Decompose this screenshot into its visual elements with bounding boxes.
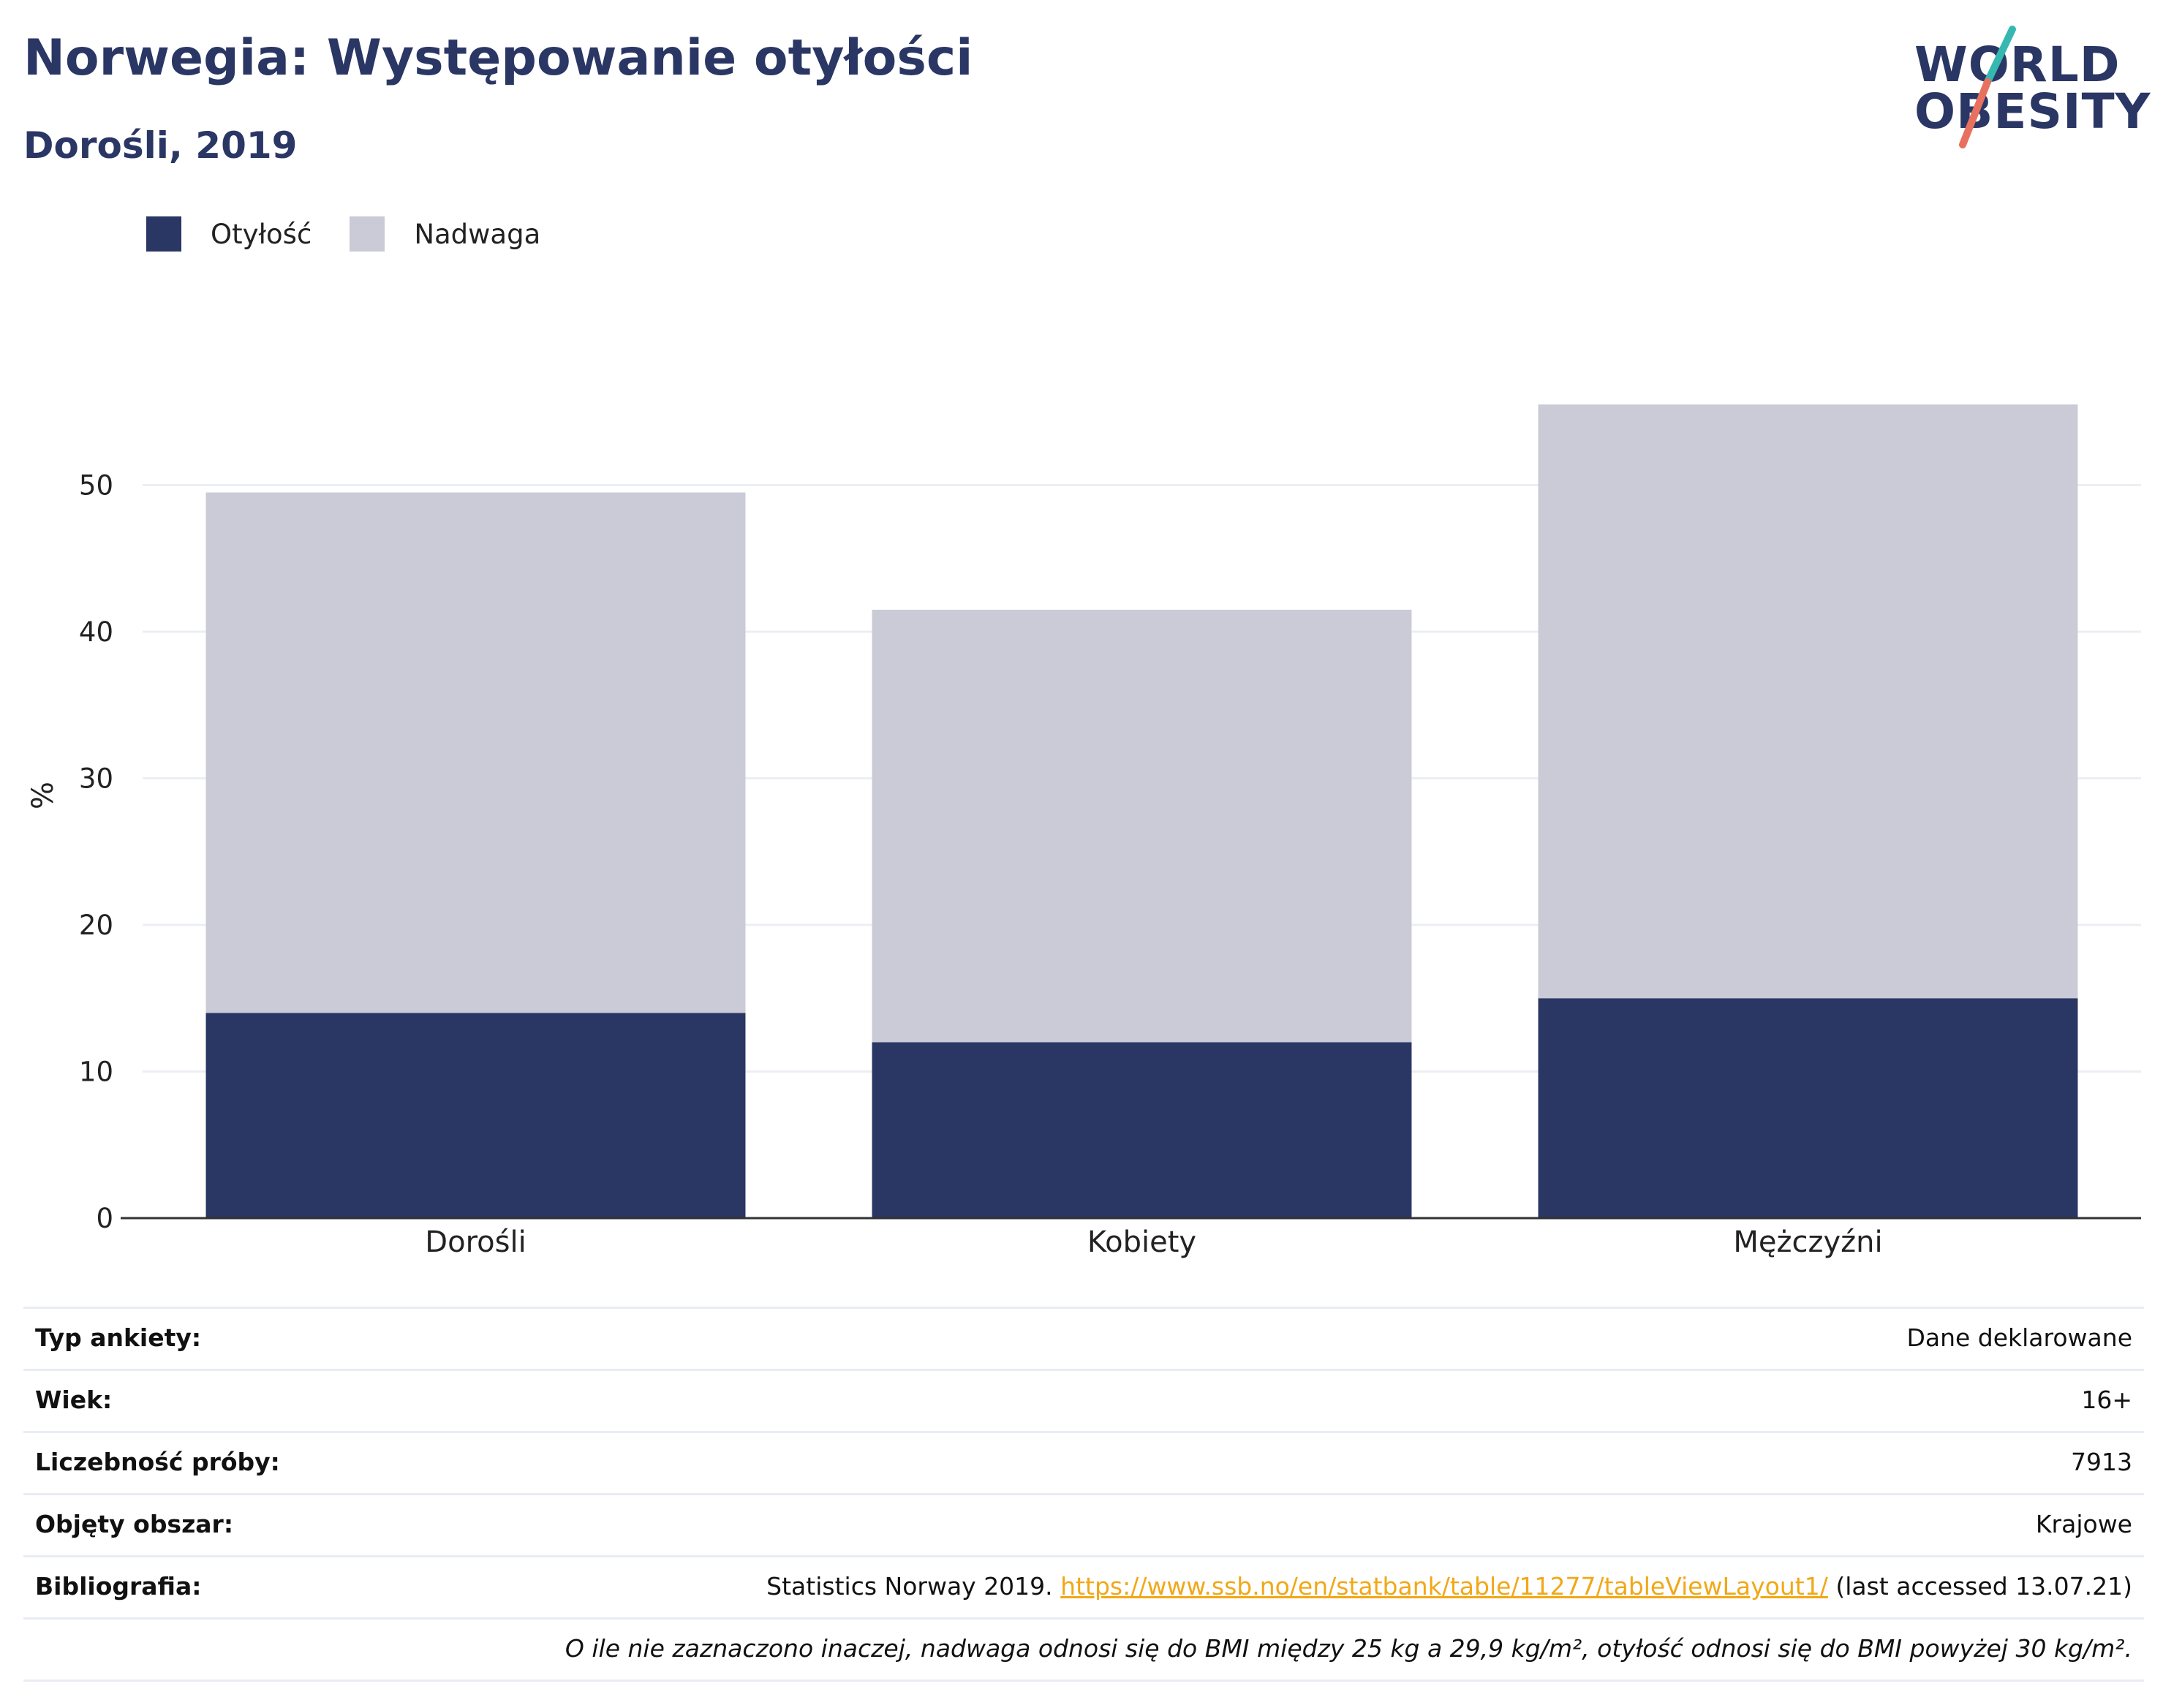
bar-nadwaga — [1538, 404, 2078, 999]
bibliography-value: Statistics Norway 2019. https://www.ssb.… — [766, 1572, 2132, 1601]
bar-chart: 0 10 20 30 40 50% Dorośli Kobiety Mężczyźni — [26, 404, 2141, 1259]
x-tick-label: Mężczyźni — [1733, 1225, 1882, 1259]
bar-otylosc — [205, 1013, 746, 1218]
info-key: Wiek: — [35, 1386, 113, 1414]
page-title: Norwegia: Występowanie otyłości — [23, 29, 973, 87]
world-obesity-logo: WORLD OBESITY — [1901, 22, 2150, 154]
y-tick-label: 40 — [79, 616, 113, 648]
info-table: Typ ankiety: Dane deklarowane Wiek: 16+ … — [23, 1307, 2144, 1682]
logo-line-2: OBESITY — [1914, 83, 2151, 140]
legend-item-nadwaga[interactable]: Nadwaga — [350, 216, 540, 252]
info-key: Objęty obszar: — [35, 1510, 234, 1538]
info-value: 16+ — [2081, 1386, 2132, 1414]
bar-nadwaga — [872, 609, 1412, 1043]
legend-swatch-nadwaga — [350, 216, 385, 252]
bibliography-suffix: (last accessed 13.07.21) — [1827, 1572, 2132, 1601]
info-value: Dane deklarowane — [1906, 1323, 2132, 1352]
chart-legend: Otyłość Nadwaga — [146, 216, 578, 252]
info-value: 7913 — [2071, 1448, 2132, 1476]
page-subtitle: Dorośli, 2019 — [23, 124, 298, 167]
y-tick-label: 30 — [79, 763, 113, 795]
y-tick-label: 20 — [79, 910, 113, 941]
x-tick-label: Dorośli — [425, 1225, 526, 1259]
info-row-survey-type: Typ ankiety: Dane deklarowane — [23, 1307, 2144, 1369]
info-key: Typ ankiety: — [35, 1323, 202, 1352]
y-axis-label: % — [26, 782, 60, 809]
legend-label-otylosc: Otyłość — [211, 218, 312, 250]
info-row-age: Wiek: 16+ — [23, 1369, 2144, 1431]
info-key: Liczebność próby: — [35, 1448, 280, 1476]
bmi-note: O ile nie zaznaczono inaczej, nadwaga od… — [565, 1634, 2132, 1663]
info-row-area: Objęty obszar: Krajowe — [23, 1493, 2144, 1555]
bar-otylosc — [872, 1042, 1412, 1218]
bar-otylosc — [1538, 998, 2078, 1218]
legend-label-nadwaga: Nadwaga — [414, 218, 541, 250]
bar-nadwaga — [205, 492, 746, 1013]
legend-swatch-otylosc — [146, 216, 181, 252]
info-row-note: O ile nie zaznaczono inaczej, nadwaga od… — [23, 1617, 2144, 1682]
legend-item-otylosc[interactable]: Otyłość — [146, 216, 312, 252]
y-tick-label: 0 — [96, 1203, 113, 1234]
x-tick-label: Kobiety — [1087, 1225, 1196, 1259]
info-row-sample-size: Liczebność próby: 7913 — [23, 1431, 2144, 1493]
logo-slash-icon — [1959, 26, 2016, 148]
logo-line-1: WORLD — [1914, 37, 2121, 93]
y-tick-label: 50 — [79, 470, 113, 502]
info-value: Krajowe — [2035, 1510, 2132, 1538]
bibliography-link[interactable]: https://www.ssb.no/en/statbank/table/112… — [1060, 1572, 1828, 1601]
y-tick-label: 10 — [79, 1057, 113, 1088]
bibliography-prefix: Statistics Norway 2019. — [766, 1572, 1061, 1601]
info-key: Bibliografia: — [35, 1572, 202, 1601]
info-row-bibliography: Bibliografia: Statistics Norway 2019. ht… — [23, 1555, 2144, 1617]
